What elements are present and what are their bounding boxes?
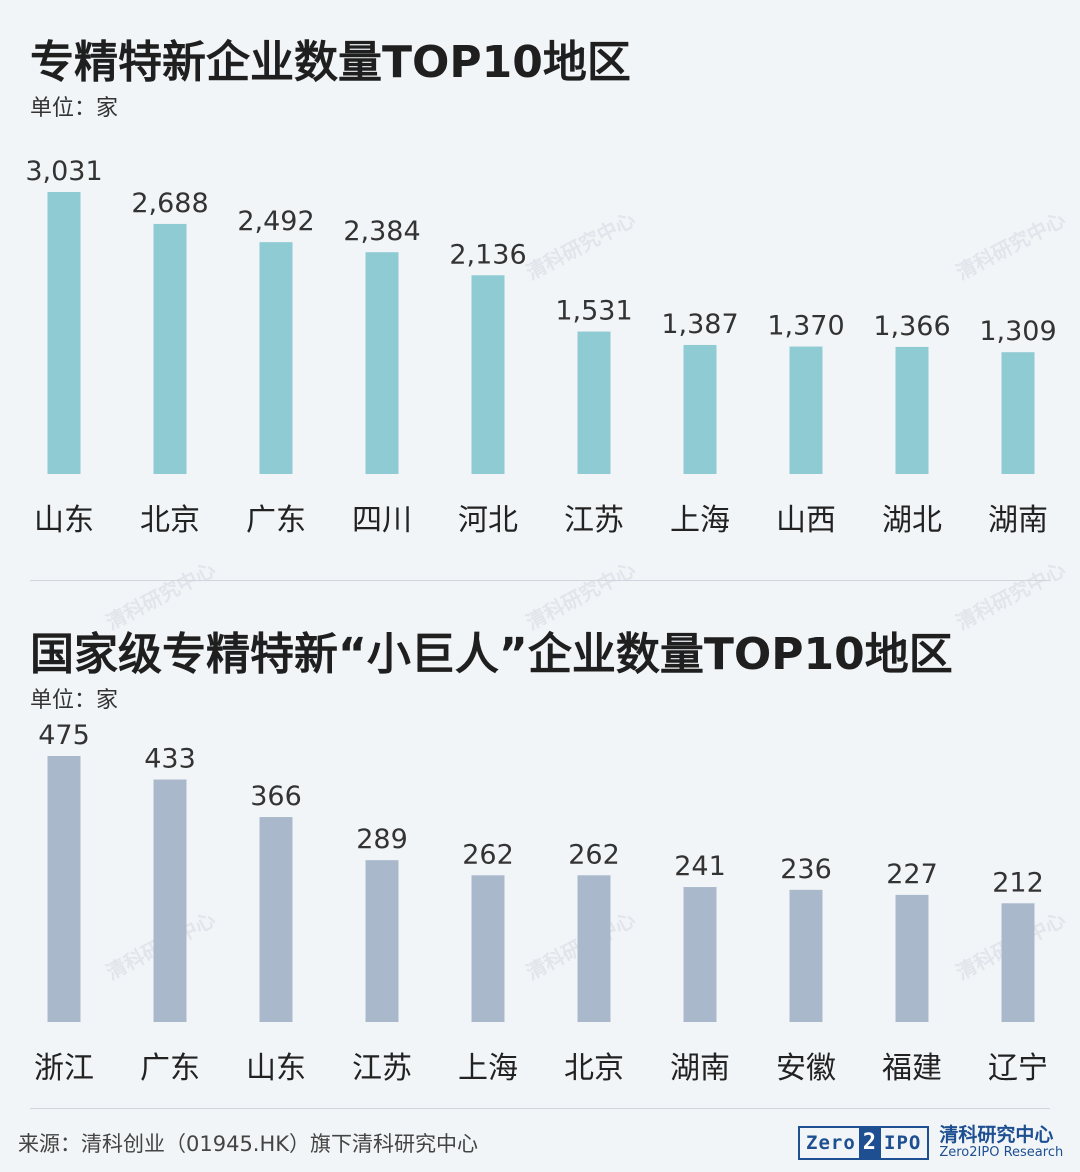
chart-1-bar-5	[577, 331, 611, 474]
chart-1-value-label-6: 1,387	[661, 309, 738, 340]
chart-2-bar-0	[47, 756, 81, 1022]
chart-1-value-label-4: 2,136	[449, 239, 526, 270]
chart-1-value-label-8: 1,366	[873, 311, 950, 342]
chart-1-category-label-4: 河北	[458, 503, 518, 538]
chart-1-svg: 3,031 山东 2,688 北京 2,492 广东 2,384 四川 2,136 河北 1,531…	[25, 156, 1056, 538]
chart-1-bar-3	[365, 252, 399, 474]
chart-1-value-label-3: 2,384	[343, 216, 420, 247]
chart-2-svg: 475 浙江 433 广东 366 山东 289 江苏 262 上海 262 北京 241 湖南 236 安徽…	[34, 720, 1048, 1086]
chart-2-category-label-2: 山东	[246, 1051, 306, 1086]
chart-2-bar-2	[259, 817, 293, 1022]
chart-2-category-label-5: 北京	[564, 1051, 624, 1086]
chart-2-category-label-4: 上海	[458, 1051, 518, 1086]
chart-2-bar-9	[1001, 903, 1035, 1022]
section-divider	[30, 580, 1050, 581]
chart-1-bar-7	[789, 346, 823, 474]
chart-2-bar-3	[365, 860, 399, 1022]
chart-2-category-label-3: 江苏	[352, 1051, 412, 1086]
chart-2-title: 国家级专精特新“小巨人”企业数量TOP10地区	[30, 629, 953, 680]
zero2ipo-logo: Zero 2 IPO 清科研究中心 Zero2IPO Research	[798, 1124, 1064, 1161]
chart-1-value-label-9: 1,309	[979, 316, 1056, 347]
chart-1-value-label-5: 1,531	[555, 296, 632, 327]
chart-1-category-label-3: 四川	[352, 503, 412, 538]
chart-1-value-label-1: 2,688	[131, 188, 208, 219]
chart-2-bar-4	[471, 875, 505, 1022]
chart-1-value-label-0: 3,031	[25, 156, 102, 187]
logo-text: 清科研究中心 Zero2IPO Research	[939, 1124, 1064, 1161]
chart-2-category-label-7: 安徽	[776, 1051, 836, 1086]
chart-1-bar-9	[1001, 352, 1035, 474]
chart-1-bar-1	[153, 223, 187, 474]
chart-1-category-label-9: 湖南	[988, 503, 1048, 538]
chart-1-category-label-8: 湖北	[882, 503, 942, 538]
chart-2-bar-6	[683, 887, 717, 1022]
logo-en: Zero2IPO Research	[939, 1145, 1064, 1161]
chart-2-bar-8	[895, 894, 929, 1022]
chart-2-value-label-1: 433	[144, 744, 196, 775]
chart-1-category-label-5: 江苏	[564, 503, 624, 538]
chart-2-value-label-7: 236	[780, 854, 832, 885]
chart-2-bar-5	[577, 875, 611, 1022]
logo-mark-left: Zero	[806, 1132, 856, 1154]
logo-mark-two: 2	[858, 1128, 882, 1158]
chart-1-title: 专精特新企业数量TOP10地区	[30, 37, 631, 88]
source-note: 来源：清科创业（01945.HK）旗下清科研究中心	[18, 1132, 479, 1156]
chart-1-value-label-2: 2,492	[237, 206, 314, 237]
logo-mark: Zero 2 IPO	[798, 1126, 930, 1160]
chart-1-value-label-7: 1,370	[767, 311, 844, 342]
chart-2-category-label-8: 福建	[882, 1051, 942, 1086]
chart-1-category-label-1: 北京	[140, 503, 200, 538]
logo-cn: 清科研究中心	[939, 1124, 1054, 1147]
chart-1-category-label-6: 上海	[670, 503, 730, 538]
chart-1-bar-6	[683, 344, 717, 474]
chart-2-category-label-1: 广东	[140, 1051, 200, 1086]
chart-2-value-label-8: 227	[886, 859, 938, 890]
chart-1-unit: 单位：家	[30, 96, 119, 121]
logo-mark-right: IPO	[884, 1132, 922, 1154]
chart-2-value-label-2: 366	[250, 781, 302, 812]
chart-1-bar-8	[895, 346, 929, 474]
chart-2-value-label-4: 262	[462, 839, 514, 870]
chart-2-bar-7	[789, 889, 823, 1022]
chart-1-bar-0	[47, 192, 81, 474]
chart-2-category-label-9: 辽宁	[988, 1051, 1048, 1086]
chart-2-unit: 单位：家	[30, 688, 119, 713]
chart-2-value-label-3: 289	[356, 824, 408, 855]
chart-1-bar-2	[259, 242, 293, 474]
chart-1-category-label-2: 广东	[246, 503, 306, 538]
chart-1-bar-4	[471, 275, 505, 474]
chart-1-category-label-0: 山东	[34, 503, 94, 538]
chart-1-category-label-7: 山西	[776, 503, 836, 538]
chart-2-value-label-9: 212	[992, 867, 1044, 898]
chart-2-category-label-6: 湖南	[670, 1051, 730, 1086]
chart-2-value-label-5: 262	[568, 839, 620, 870]
chart-2-category-label-0: 浙江	[34, 1051, 94, 1086]
footer-divider	[30, 1108, 1050, 1109]
chart-2-value-label-6: 241	[674, 851, 726, 882]
chart-2-bar-1	[153, 779, 187, 1022]
chart-2-value-label-0: 475	[38, 720, 90, 751]
